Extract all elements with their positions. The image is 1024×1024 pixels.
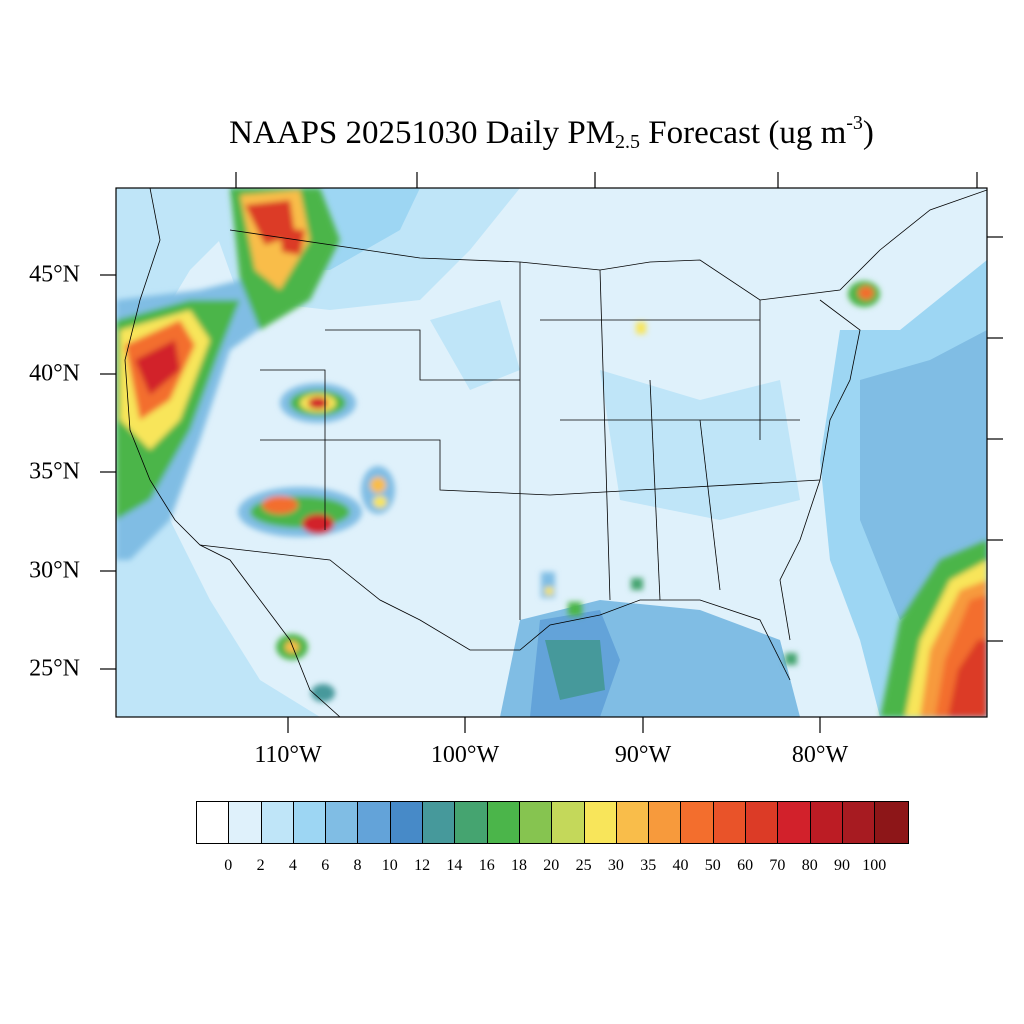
colorbar-level-label: 6	[321, 857, 330, 874]
colorbar-box	[778, 802, 811, 843]
colorbar-box	[229, 802, 262, 843]
colorbar-level-label: 0	[224, 857, 233, 874]
field-caribbean-plume	[880, 540, 987, 717]
colorbar-level-label: 40	[672, 857, 689, 874]
colorbar-box	[616, 802, 650, 843]
colorbar-level-label: 80	[801, 857, 818, 874]
colorbar-level-label: 2	[256, 857, 265, 874]
colorbar-level-label: 25	[575, 857, 592, 874]
lat-label-45: 45°N	[29, 261, 80, 288]
field-east-light	[600, 370, 800, 520]
colorbar-level-label: 30	[607, 857, 624, 874]
field-arizona-hotspot	[238, 487, 362, 537]
colorbar-box	[390, 802, 424, 843]
map-frame	[115, 187, 988, 718]
colorbar-level-label: 100	[862, 857, 887, 874]
colorbar-level-label: 14	[446, 857, 463, 874]
colorbar-box	[681, 802, 714, 843]
field-gulf-dots	[541, 322, 797, 665]
colorbar-level-label: 20	[543, 857, 560, 874]
lat-label-40: 40°N	[29, 360, 80, 387]
colorbar-box	[293, 802, 327, 843]
colorbar-box	[487, 802, 520, 843]
lon-label-80: 80°W	[791, 742, 849, 768]
colorbar-level-label: 10	[381, 857, 398, 874]
colorbar-box	[746, 802, 779, 843]
field-maine-hotspot	[848, 281, 880, 307]
colorbar-box	[875, 802, 908, 843]
colorbar	[196, 801, 909, 844]
colorbar-level-label: 18	[511, 857, 527, 874]
pm25-field	[116, 188, 987, 717]
colorbar-box	[552, 802, 585, 843]
colorbar-level-label: 70	[769, 857, 786, 874]
colorbar-box	[197, 802, 230, 843]
map-outlines	[124, 188, 987, 717]
lon-label-90: 90°W	[614, 742, 672, 768]
field-mexico-hotspots	[276, 634, 335, 702]
colorbar-box	[842, 802, 876, 843]
colorbar-box	[358, 802, 391, 843]
field-nw-plume	[116, 188, 340, 560]
lat-label-30: 30°N	[29, 557, 80, 584]
field-atlantic2	[860, 330, 987, 620]
colorbar-level-label: 35	[640, 857, 657, 874]
lat-label-25: 25°N	[29, 655, 80, 682]
field-west-band	[116, 188, 320, 717]
colorbar-box	[326, 802, 359, 843]
map-ticks	[100, 172, 1003, 733]
colorbar-box	[810, 802, 843, 843]
lon-label-110: 110°W	[254, 742, 322, 768]
field-gulf3	[545, 640, 605, 700]
colorbar-box	[584, 802, 617, 843]
colorbar-level-label: 8	[353, 857, 362, 874]
colorbar-level-label: 12	[414, 857, 431, 874]
map-title: NAAPS 20251030 Daily PM2.5 Forecast (ug …	[229, 112, 874, 153]
lon-label-100: 100°W	[430, 742, 500, 768]
field-utah-hotspot	[280, 383, 356, 423]
colorbar-level-label: 50	[704, 857, 721, 874]
colorbar-level-label: 90	[834, 857, 850, 874]
colorbar-box	[713, 802, 747, 843]
field-plains-light	[430, 300, 520, 390]
field-nm-hotspot	[361, 466, 395, 514]
colorbar-box	[649, 802, 682, 843]
colorbar-level-label: 16	[478, 857, 495, 874]
colorbar-level-label: 60	[737, 857, 754, 874]
lat-label-35: 35°N	[29, 458, 80, 485]
colorbar-box	[455, 802, 488, 843]
colorbar-level-label: 4	[288, 857, 297, 874]
colorbar-box	[261, 802, 294, 843]
colorbar-box	[519, 802, 553, 843]
colorbar-box	[423, 802, 456, 843]
